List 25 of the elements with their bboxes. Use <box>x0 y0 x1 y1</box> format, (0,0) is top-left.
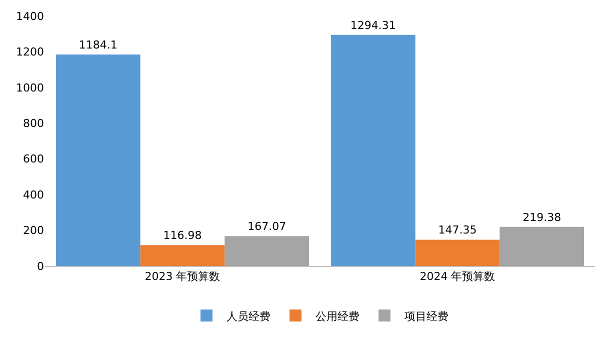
x-tick-label: 2024 年预算数 <box>420 270 496 284</box>
bar <box>331 34 416 266</box>
data-label: 116.98 <box>163 229 202 242</box>
bar <box>500 226 584 266</box>
data-label: 167.07 <box>248 220 286 234</box>
x-tick-label: 2023 年预算数 <box>144 270 220 284</box>
data-label: 147.35 <box>438 224 477 237</box>
data-label: 219.38 <box>522 210 562 224</box>
y-tick-label: 1200 <box>16 46 44 59</box>
y-tick-label: 200 <box>23 224 44 238</box>
bar <box>415 240 500 266</box>
bar <box>56 54 140 266</box>
y-tick-label: 600 <box>23 152 44 166</box>
legend-label: 项目经费 <box>404 310 448 323</box>
y-tick-label: 1400 <box>16 10 44 23</box>
data-label: 1184.1 <box>78 38 118 52</box>
bar <box>224 236 309 266</box>
y-tick-label: 400 <box>23 188 44 202</box>
data-label: 1294.31 <box>350 18 396 32</box>
y-tick-label: 800 <box>23 116 44 130</box>
bar <box>140 245 225 266</box>
legend-label: 公用经费 <box>316 310 360 323</box>
y-tick-label: 1000 <box>16 81 44 94</box>
legend-label: 人员经费 <box>226 310 270 323</box>
y-tick-label: 0 <box>37 260 44 273</box>
